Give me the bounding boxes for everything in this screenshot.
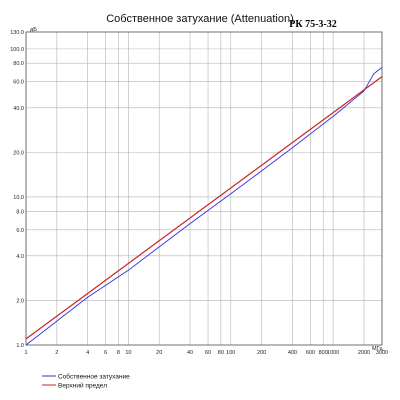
y-tick-label: 20.0 [13, 150, 24, 156]
y-gridlines [26, 31, 382, 346]
y-tick-label: 2.0 [16, 298, 24, 304]
x-tick-label: 400 [288, 350, 297, 356]
x-tick-label: 600 [306, 350, 315, 356]
x-tick-label: 6 [104, 350, 107, 356]
y-tick-label: 100.0 [10, 47, 24, 53]
legend: Собственное затухание Верхний предел [42, 373, 130, 390]
x-tick-label: 20 [156, 350, 162, 356]
chart-title: Собственное затухание (Attenuation) [106, 13, 294, 25]
y-tick-label: 8.0 [16, 209, 24, 215]
y-tick-label: 60.0 [13, 80, 24, 86]
x-tick-label: 10 [125, 350, 131, 356]
x-axis-unit: МГц [372, 346, 384, 352]
legend-label-limit: Верхний предел [58, 382, 107, 390]
series-measured-line [25, 67, 383, 346]
y-tick-label: 40.0 [13, 106, 24, 112]
x-gridlines [25, 32, 383, 345]
x-tick-label: 200 [257, 350, 266, 356]
chart-subtitle: РК 75-3-32 [289, 19, 337, 30]
x-tick-label: 40 [187, 350, 193, 356]
x-tick-label: 2 [55, 350, 58, 356]
y-tick-label: 80.0 [13, 61, 24, 67]
x-tick-label: 4 [86, 350, 89, 356]
y-axis-unit: дБ [30, 27, 37, 33]
x-tick-label: 60 [205, 350, 211, 356]
x-tick-label: 80 [218, 350, 224, 356]
x-tick-label: 1 [24, 350, 27, 356]
x-tick-label: 2000 [358, 350, 370, 356]
x-tick-label: 1000 [327, 350, 339, 356]
y-tick-labels: 1.0 2.0 4.0 6.0 8.0 10.0 20.0 40.0 60.0 80.0 100.0… [10, 30, 24, 349]
series-limit-line [25, 76, 383, 340]
y-tick-label: 6.0 [16, 228, 24, 234]
plot-frame [25, 31, 383, 346]
y-tick-label: 10.0 [13, 195, 24, 201]
legend-label-measured: Собственное затухание [58, 373, 130, 381]
y-tick-label: 4.0 [16, 254, 24, 260]
y-tick-label: 1.0 [16, 343, 24, 349]
y-tick-label: 130.0 [10, 30, 24, 36]
series-layer [25, 67, 383, 346]
x-tick-label: 100 [226, 350, 235, 356]
x-tick-label: 800 [319, 350, 328, 356]
x-tick-label: 8 [117, 350, 120, 356]
x-tick-label: 3000 [376, 350, 388, 356]
x-tick-labels: 1 2 4 6 8 10 20 40 60 80 100 200 400 600 800 1000 2000 30… [24, 350, 388, 356]
